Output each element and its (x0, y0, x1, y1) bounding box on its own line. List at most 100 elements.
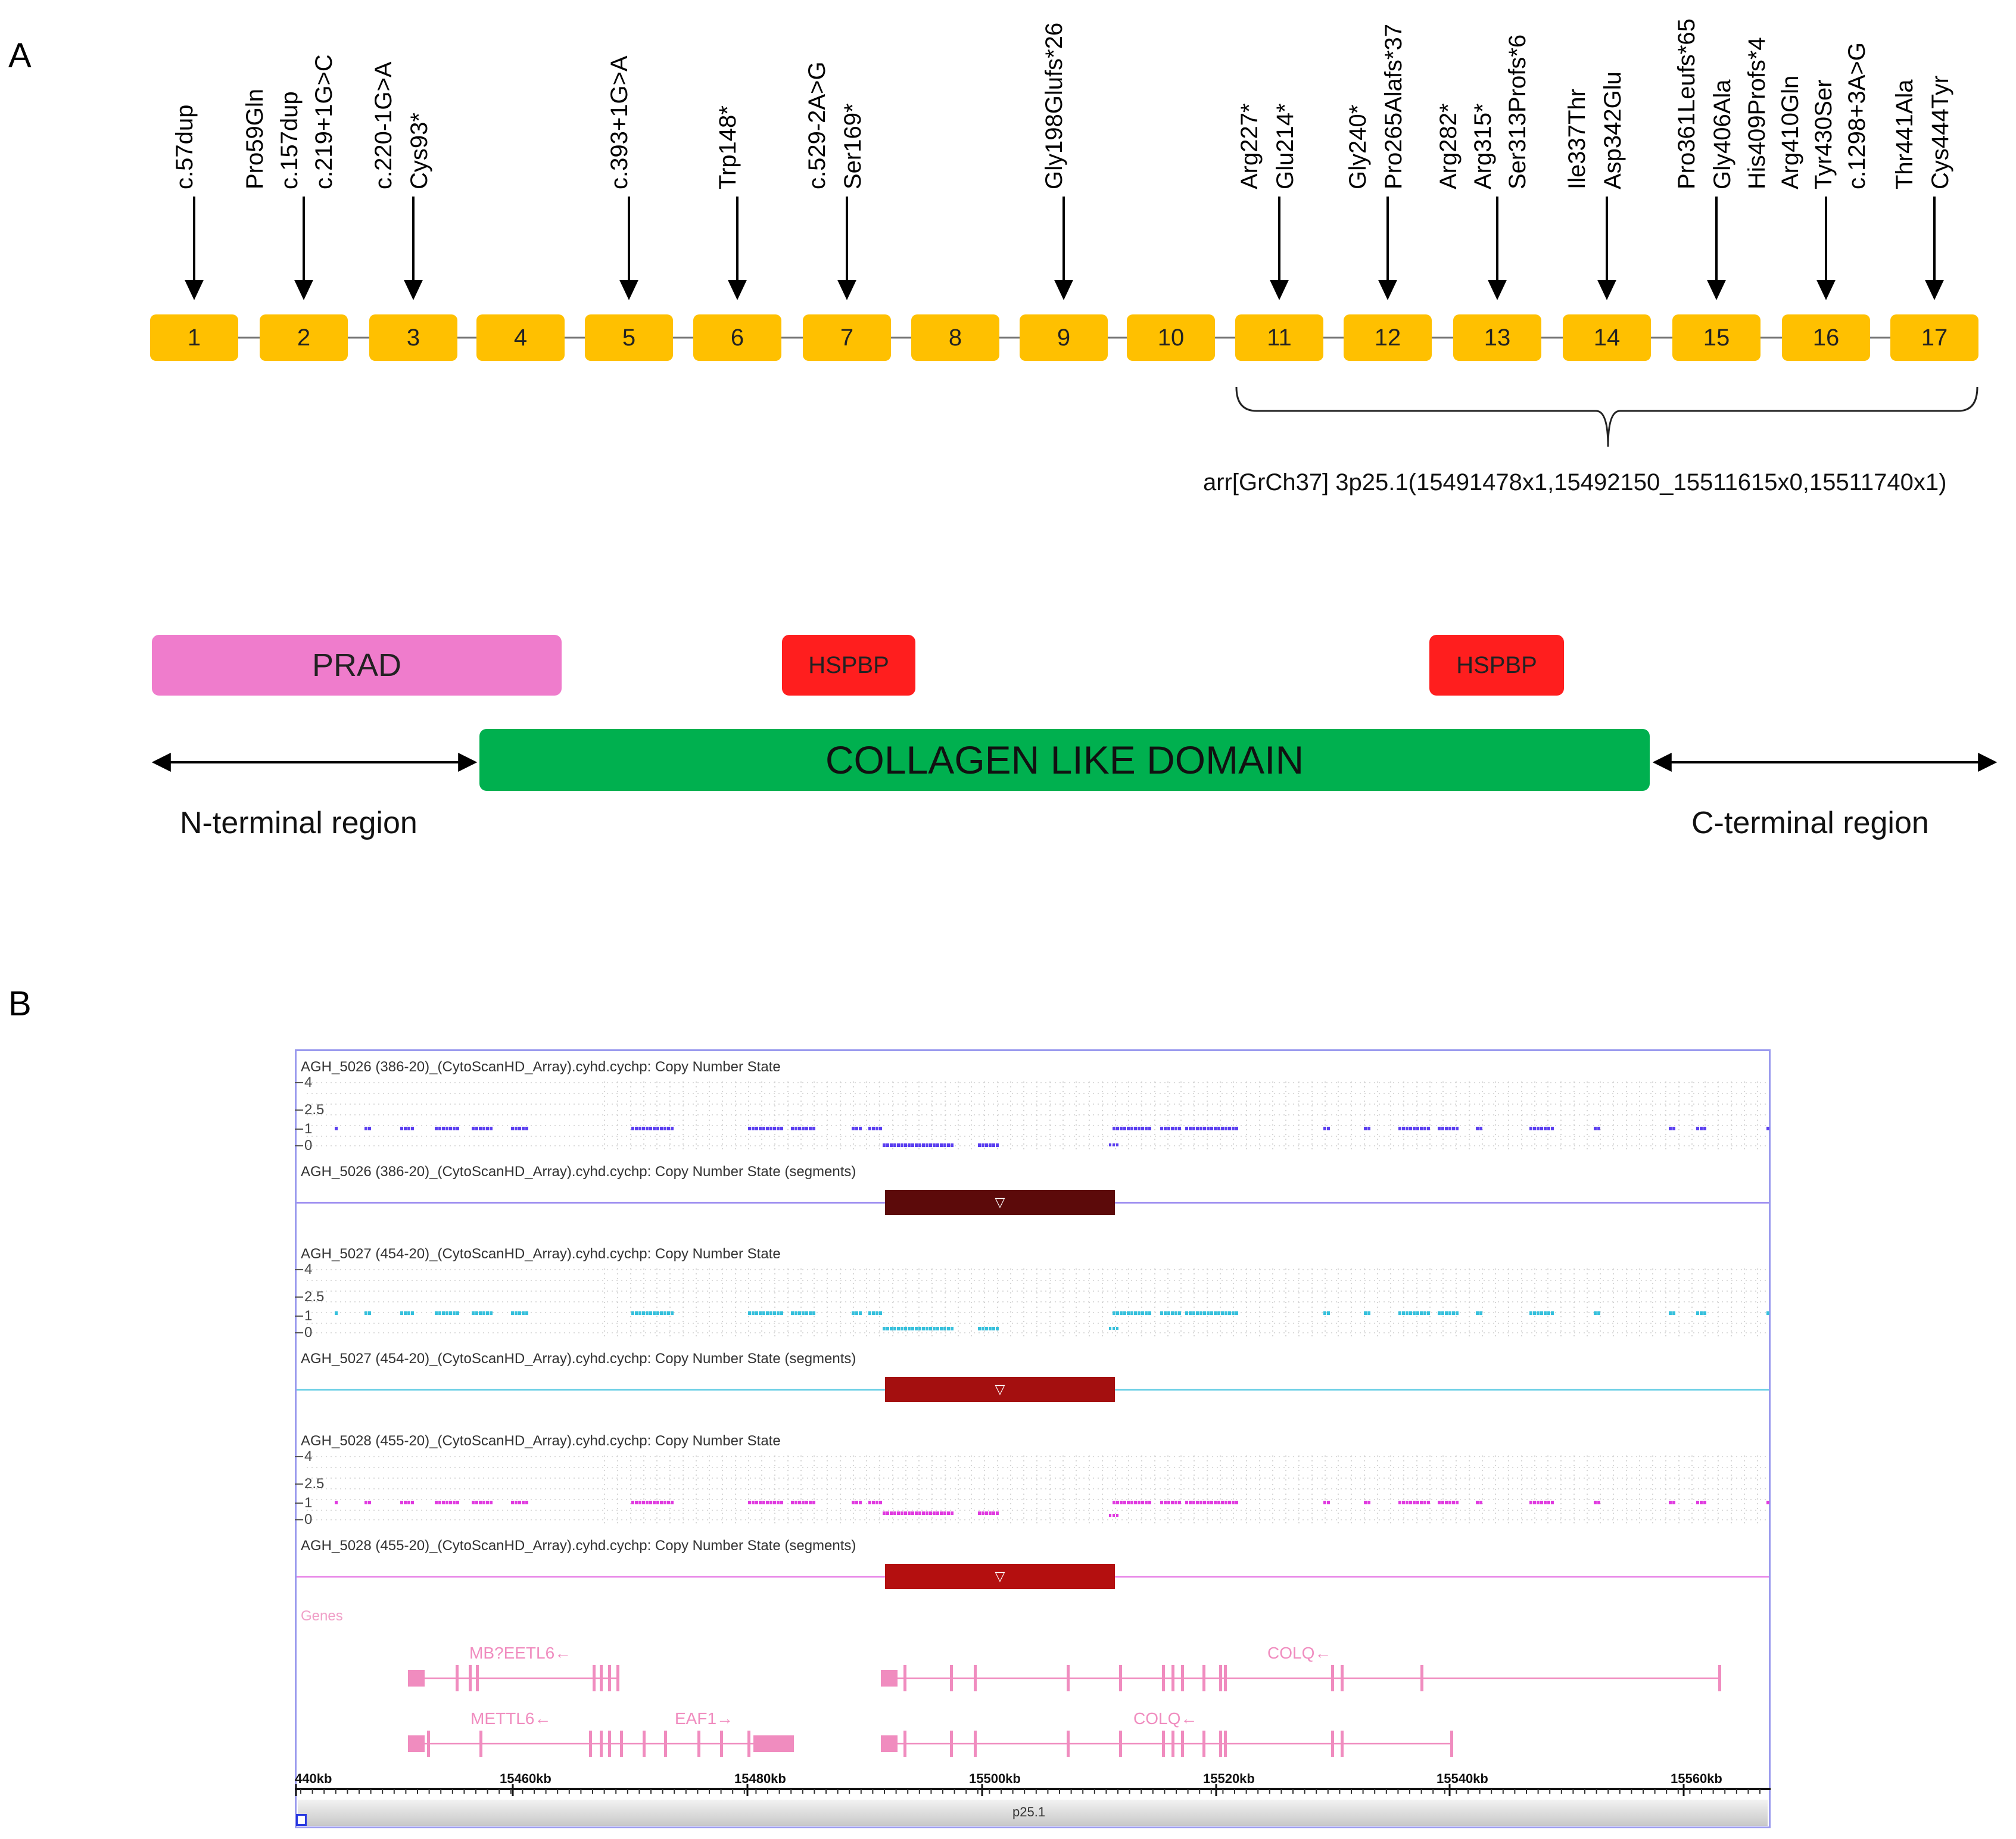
mutation-label: Arg282* (1435, 103, 1462, 189)
y-tick-label: 0 (304, 1137, 313, 1154)
y-tick-label: 1 (304, 1495, 313, 1511)
mutation-label: Thr441Ala (1892, 79, 1918, 189)
mutation-arrow-head (1270, 280, 1289, 300)
mutation-label: Gly198Glufs*26 (1041, 22, 1067, 189)
mutation-arrow-line (1496, 197, 1498, 286)
mutation-label: Asp342Glu (1600, 71, 1626, 189)
mutation-label: His409Profs*4 (1744, 37, 1770, 189)
exon-box: 6 (693, 314, 781, 361)
collagen-label: COLLAGEN LIKE DOMAIN (825, 738, 1304, 782)
y-tick-label: 0 (304, 1324, 313, 1341)
mutation-arrow-line (1606, 197, 1608, 286)
gene-label-colq-bottom: COLQ← (1133, 1709, 1198, 1728)
deletion-brace (1235, 387, 1978, 447)
deletion-segment[interactable]: ▽ (885, 1190, 1115, 1215)
exon-box: 2 (260, 314, 348, 361)
genomic-scale (295, 1784, 1771, 1796)
mutation-label: Tyr430Ser (1811, 79, 1837, 189)
mutation-label: c.220-1G>A (370, 61, 397, 189)
collagen-like-domain: COLLAGEN LIKE DOMAIN (479, 729, 1650, 791)
exon-box: 7 (803, 314, 891, 361)
hspbp-label-1: HSPBP (808, 652, 889, 678)
mutation-arrow-line (1062, 197, 1065, 286)
deletion-segment[interactable]: ▽ (885, 1564, 1115, 1589)
copy-number-track-title: AGH_5026 (386-20)_(CytoScanHD_Array).cyh… (301, 1059, 781, 1075)
y-tick-label: 2.5 (304, 1102, 325, 1118)
segments-track-title: AGH_5026 (386-20)_(CytoScanHD_Array).cyh… (301, 1164, 856, 1180)
scale-tick-label: 15560kb (1671, 1771, 1722, 1786)
exon-box: 11 (1235, 314, 1323, 361)
mutation-label: Glu214* (1272, 103, 1298, 189)
genome-browser-frame (295, 1049, 1771, 1828)
mutation-arrow-head (837, 280, 856, 300)
gene-label-colq-top: COLQ← (1267, 1644, 1332, 1662)
mutation-label: Ile337Thr (1564, 89, 1590, 189)
band-start-marker[interactable] (296, 1814, 307, 1826)
copy-number-plot (295, 1455, 1769, 1523)
mutation-label: Cys93* (406, 113, 432, 189)
exon-box: 8 (911, 314, 999, 361)
gene-label-mettl6-bottom: METTL6← (470, 1709, 551, 1728)
scale-tick-label: 15500kb (969, 1771, 1021, 1786)
y-tick-label: 4 (304, 1261, 313, 1277)
deletion-segment[interactable]: ▽ (885, 1377, 1115, 1402)
mutation-arrow-line (736, 197, 739, 286)
mutation-arrow-head (1488, 280, 1507, 300)
chromosome-band (298, 1800, 1768, 1826)
mutation-label: c.393+1G>A (606, 55, 632, 189)
gene-annotations (408, 1665, 1721, 1757)
mutation-arrow-line (628, 197, 630, 286)
chromosome-band-label: p25.1 (1012, 1804, 1046, 1819)
scale-tick-label: 440kb (295, 1771, 332, 1786)
copy-number-track-title: AGH_5028 (455-20)_(CytoScanHD_Array).cyh… (301, 1433, 781, 1449)
exon-box: 12 (1344, 314, 1432, 361)
scale-tick-label: 15480kb (734, 1771, 786, 1786)
hspbp-label-2: HSPBP (1456, 652, 1537, 678)
mutation-label: Pro265Alafs*37 (1381, 24, 1407, 189)
mutation-label: Pro361Leufs*65 (1674, 18, 1700, 189)
mutation-label: c.1298+3A>G (1844, 42, 1870, 189)
exon-box: 9 (1020, 314, 1108, 361)
copy-number-track-title: AGH_5027 (454-20)_(CytoScanHD_Array).cyh… (301, 1246, 781, 1262)
scale-tick-label: 15540kb (1437, 1771, 1488, 1786)
mutation-arrow-head (294, 280, 313, 300)
y-tick-label: 4 (304, 1448, 313, 1464)
n-terminal-label: N-terminal region (180, 806, 417, 840)
mutation-label: c.219+1G>C (311, 54, 337, 189)
exon-box: 15 (1672, 314, 1761, 361)
mutation-arrow-line (1278, 197, 1280, 286)
exon-box: 10 (1127, 314, 1215, 361)
mutation-arrow-line (303, 197, 305, 286)
mutation-label: Arg227* (1236, 103, 1263, 189)
exon-box: 14 (1563, 314, 1651, 361)
mutation-label: Pro59Gln (242, 89, 268, 189)
scale-tick-label: 15460kb (500, 1771, 551, 1786)
exon-box: 4 (476, 314, 565, 361)
panel-a-label: A (8, 36, 32, 75)
mutation-label: c.529-2A>G (804, 61, 830, 189)
mutation-arrow-line (846, 197, 848, 286)
mutation-arrow-line (1386, 197, 1389, 286)
mutation-label: Gly406Ala (1709, 79, 1735, 189)
segments-track-title: AGH_5028 (455-20)_(CytoScanHD_Array).cyh… (301, 1538, 856, 1554)
mutation-label: c.157dup (276, 91, 303, 189)
y-tick-label: 1 (304, 1121, 313, 1137)
mutation-arrow-head (1597, 280, 1616, 300)
mutation-label: Ser169* (840, 103, 866, 189)
exon-box: 17 (1890, 314, 1978, 361)
y-tick-label: 0 (304, 1511, 313, 1528)
mutation-label: Arg410Gln (1777, 75, 1803, 189)
mutation-arrow-head (1378, 280, 1397, 300)
gene-label-eaf1: EAF1→ (675, 1709, 734, 1728)
panel-b-label: B (8, 984, 32, 1023)
mutation-label: Trp148* (715, 105, 741, 189)
y-tick-label: 2.5 (304, 1289, 325, 1305)
deletion-label: arr[GrCh37] 3p25.1(15491478x1,15492150_1… (1203, 469, 1947, 495)
mutation-label: c.57dup (172, 104, 198, 189)
y-tick-label: 1 (304, 1308, 313, 1324)
mutation-arrow-head (619, 280, 638, 300)
mutation-label: Arg315* (1470, 103, 1496, 189)
mutation-arrow-head (1816, 280, 1836, 300)
hspbp-domain-2: HSPBP (1429, 635, 1564, 696)
mutation-arrow-line (1825, 197, 1827, 286)
